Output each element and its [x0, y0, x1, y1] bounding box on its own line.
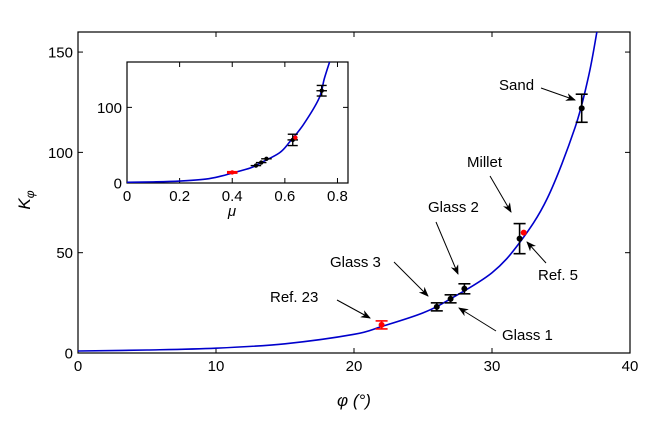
inset-x-tick-label: 0.4: [222, 188, 243, 205]
main-x-tick-label: 30: [484, 358, 501, 375]
annotation-arrow: [489, 175, 512, 213]
inset-data-point: [319, 88, 324, 93]
annotation-label: Ref. 5: [538, 267, 578, 284]
annotation-label: Glass 3: [330, 254, 381, 271]
inset-x-tick-label: 0.2: [169, 188, 190, 205]
main-y-tick-label: 150: [48, 44, 73, 61]
main-y-tick-label: 0: [65, 345, 73, 362]
data-point: [461, 285, 468, 292]
annotation-arrow: [336, 299, 371, 319]
data-point: [433, 303, 440, 310]
main-x-tick-label: 0: [74, 358, 82, 375]
inset-data-point: [230, 170, 235, 175]
annotation-label: Sand: [499, 77, 534, 94]
main-x-tick-label: 10: [208, 358, 225, 375]
annotation-arrow: [393, 261, 429, 297]
main-y-tick-label: 100: [48, 145, 73, 162]
main-x-tick-label: 40: [622, 358, 639, 375]
annotation-label: Millet: [467, 154, 503, 171]
data-point: [516, 235, 523, 242]
annotation-arrow: [435, 221, 459, 275]
annotation-arrow: [458, 307, 497, 332]
inset-x-tick-label: 0: [123, 188, 131, 205]
inset-y-tick-label: 0: [114, 175, 122, 192]
inset-data-point: [253, 163, 259, 168]
annotation-arrow: [540, 87, 576, 101]
main-y-tick-label: 50: [56, 245, 73, 262]
inset-data-point: [258, 160, 264, 165]
inset-x-tick-label: 0.6: [274, 188, 295, 205]
y-axis-label: Kφ: [15, 190, 37, 209]
data-point: [378, 321, 385, 328]
data-point: [578, 105, 585, 112]
annotation-label: Ref. 23: [270, 289, 318, 306]
annotation-label: Glass 2: [428, 199, 479, 216]
data-point: [520, 229, 527, 236]
inset-y-tick-label: 100: [97, 100, 122, 117]
main-x-tick-label: 20: [346, 358, 363, 375]
main-fit-curve: [78, 32, 598, 352]
inset-x-tick-label: 0.8: [327, 188, 348, 205]
annotation-label: Glass 1: [502, 327, 553, 344]
annotation-arrow: [526, 241, 547, 264]
data-point: [447, 295, 454, 302]
inset-plot-frame: [126, 61, 349, 184]
x-axis-label: φ (°): [337, 391, 371, 410]
inset-data-point: [293, 135, 298, 140]
inset-data-point: [264, 156, 269, 161]
inset-x-axis-label: μ: [227, 203, 236, 220]
